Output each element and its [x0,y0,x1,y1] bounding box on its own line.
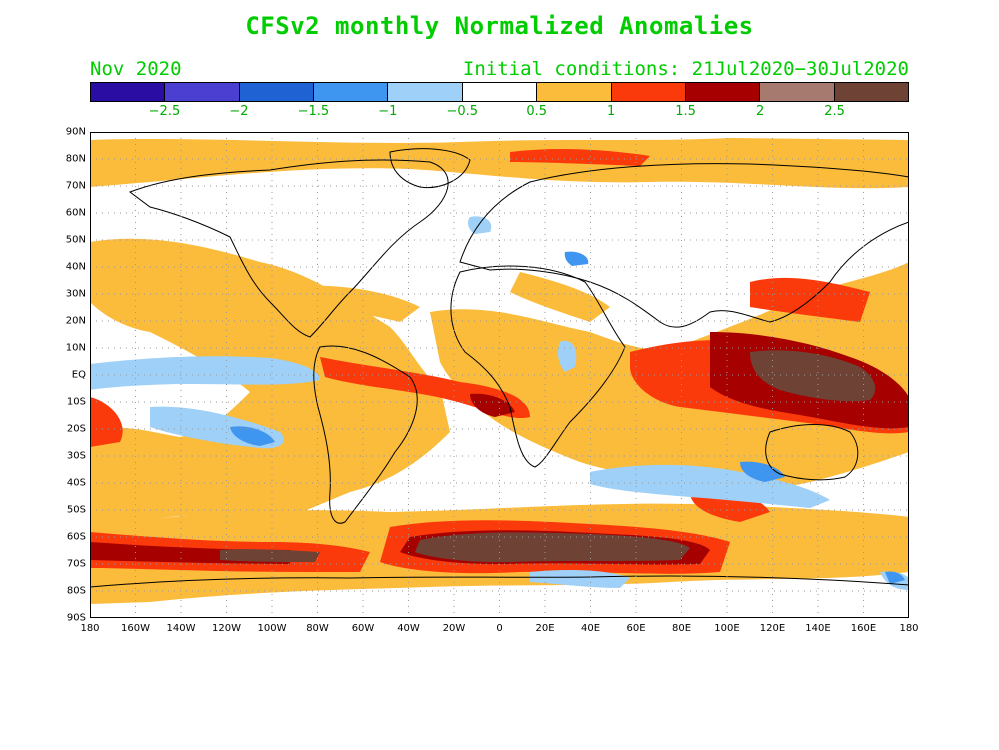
latitude-label: 30N [65,288,86,300]
south-america-outline [313,345,418,524]
latitude-label: EQ [71,369,86,381]
colorbar-label: 2.5 [824,104,845,119]
latitude-label: 90N [65,126,86,138]
colorbar-cell [91,83,166,101]
latitude-label: 70S [66,558,86,570]
latitude-label: 20S [66,423,86,435]
longitude-label: 160E [850,623,877,634]
longitude-label: 140E [805,623,831,634]
colorbar-cell [685,83,761,101]
latitude-label: 30S [66,450,86,462]
colorbar-label: −2 [229,104,249,119]
longitude-label: 80W [306,623,329,634]
colorbar-cell [239,83,315,101]
initial-conditions: Initial conditions: 21Jul2020−30Jul2020 [462,58,909,80]
latitude-label: 60S [66,531,86,543]
colorbar-cell [611,83,686,101]
longitude-label: 20E [535,623,555,634]
eurasia-outline [459,163,909,328]
map-frame [90,132,909,618]
africa-outline [450,265,626,468]
colorbar-cell [760,83,835,101]
longitude-label: 20W [442,623,466,634]
longitude-label: 100E [714,623,740,634]
colorbar-label: 1 [607,104,616,119]
anomaly-brown [220,350,876,563]
longitude-label: 40E [580,623,601,634]
colorbar-cell [314,83,389,101]
longitude-label: 0 [496,623,503,634]
anomaly-blue-strong [230,251,905,584]
longitude-label: 120E [759,623,786,634]
colorbar-cell [165,83,240,101]
colorbar-label: −0.5 [446,104,479,119]
colorbar-label: 2 [755,104,765,119]
colorbar-label: −1.5 [297,104,330,119]
longitude-label: 180 [899,623,919,634]
map-title: CFSv2 monthly Normalized Anomalies [245,12,754,40]
valid-month: Nov 2020 [90,58,182,80]
colorbar-cell [834,83,908,101]
latitude-label: 10S [66,396,86,408]
antarctica-outline [90,575,909,588]
australia-outline [765,424,859,481]
latitude-label: 40N [65,261,86,273]
longitude-label: 140W [166,623,196,634]
colorbar-labels: −2.5 −2 −1.5 −1 −0.5 0.5 1 1.5 2 2.5 [90,104,909,120]
colorbar-cell [537,83,612,101]
latitude-label: 90S [66,612,86,624]
greenland-outline [389,148,471,189]
colorbar-label: 0.5 [526,104,548,119]
latitude-label: 50N [65,234,86,246]
latitude-label: 70N [65,180,86,192]
anomaly-orange [90,138,909,604]
longitude-label: 160W [121,623,150,634]
continent-outlines [90,148,909,588]
colorbar-cell [462,83,538,101]
latitude-label: 60N [65,207,86,219]
latitude-label: 10N [65,342,86,354]
anomaly-map [90,132,909,618]
longitude-label: 60W [351,623,375,634]
longitude-label: 180 [80,623,100,634]
longitude-label: 40W [397,623,420,634]
longitude-label: 120W [212,623,241,634]
colorbar-cell [388,83,463,101]
colorbar-label: 1.5 [675,104,696,119]
latitude-label: 20N [65,315,86,327]
longitude-label: 60E [626,623,646,634]
latitude-label: 50S [66,504,86,516]
colorbar-label: −1 [378,104,398,119]
colorbar-label: −2.5 [148,104,181,119]
latitude-label: 80N [65,153,86,165]
latitude-label: 80S [66,585,86,597]
latitude-label: 40S [66,477,86,489]
colorbar [90,82,909,102]
longitude-label: 100W [257,623,287,634]
anomaly-blue [90,216,909,590]
longitude-label: 80E [671,623,692,634]
